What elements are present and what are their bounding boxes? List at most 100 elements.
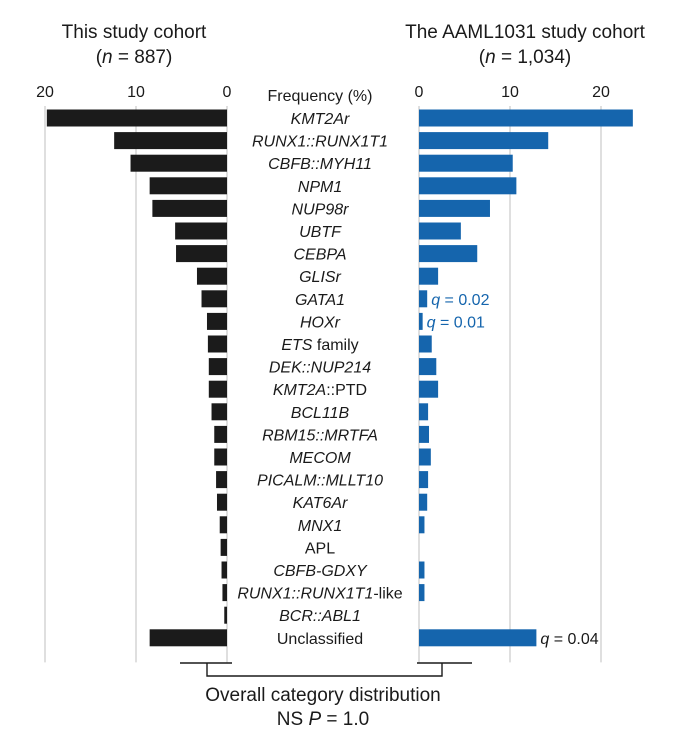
q-value-annotation: q = 0.04 [540, 631, 598, 648]
left-bar-ets-family [207, 335, 227, 353]
right-bar-nup98r [419, 199, 490, 217]
left-bar-kat6ar [216, 493, 227, 511]
right-panel-n-part: n [485, 47, 496, 68]
category-label-part: r [344, 111, 350, 128]
right-bar-mecom [419, 448, 431, 466]
category-label: KMT2Ar [291, 111, 350, 128]
right-bar-bcl11b [419, 403, 429, 421]
category-label-part: KMT2A [273, 382, 326, 399]
right-bar-cebpa [419, 245, 478, 263]
category-label-part: DEK::NUP214 [269, 360, 371, 377]
category-label: RBM15::MRTFA [262, 427, 378, 444]
category-label-part: CBFB-GDXY [273, 563, 368, 580]
right-panel-n-part: = 1,034) [496, 47, 572, 68]
category-label-part: KAT6Ar [293, 495, 349, 512]
left-bar-dek-nup214 [208, 358, 227, 376]
category-label-part: Unclassified [277, 631, 363, 648]
axis-label: Frequency (%) [268, 88, 373, 105]
right-tick-label: 10 [501, 84, 519, 101]
axis-ticks: 0 10 20 0 10 20 Frequency (%) [36, 84, 610, 105]
left-panel-n-part: n [102, 47, 113, 68]
left-bar-mnx1 [219, 516, 227, 534]
overall-p-value-part: = 1.0 [321, 709, 369, 730]
category-label: Unclassified [277, 631, 363, 648]
category-label-part: ETS [281, 337, 312, 354]
category-label: ETS family [281, 337, 358, 354]
q-value: = 0.04 [549, 631, 598, 648]
left-tick-label: 10 [127, 84, 145, 101]
overall-p-value-part: P [308, 709, 321, 730]
category-label-part: RBM15::MRTFA [262, 427, 378, 444]
right-bar-dek-nup214 [419, 358, 437, 376]
category-label: DEK::NUP214 [269, 360, 371, 377]
category-label: PICALM::MLLT10 [257, 473, 383, 490]
right-panel-title: The AAML1031 study cohort [405, 22, 645, 43]
left-bar-glisr [196, 267, 227, 285]
right-tick-label: 0 [415, 84, 424, 101]
overall-p-value: NS P = 1.0 [277, 709, 369, 730]
left-panel-n-part: ( [96, 47, 103, 68]
left-bar-rbm15-mrtfa [214, 425, 227, 443]
category-label-part: KMT2A [291, 111, 344, 128]
right-bar-hoxr [419, 312, 423, 330]
category-label: MECOM [289, 450, 351, 467]
right-panel-n-part: ( [479, 47, 486, 68]
q-value-annotation: q = 0.02 [431, 292, 489, 309]
right-bar-ubtf [419, 222, 461, 240]
category-label-part: HOXr [300, 314, 341, 331]
category-label-part: PICALM::MLLT10 [257, 473, 383, 490]
category-label-part: family [312, 337, 358, 354]
left-bar-nup98r [152, 199, 227, 217]
overall-distribution-label: Overall category distribution [205, 685, 441, 706]
category-label: CBFB-GDXY [273, 563, 368, 580]
category-label-part: GLISr [299, 269, 341, 286]
left-bar-kmt2a-ptd [208, 380, 227, 398]
category-label: MNX1 [298, 518, 342, 535]
category-label: KMT2A::PTD [273, 382, 367, 399]
category-label-part: APL [305, 540, 335, 557]
annotations: q = 0.02q = 0.01q = 0.04 [427, 292, 599, 648]
category-label: NPM1 [298, 179, 342, 196]
category-label-part: NUP98r [292, 201, 350, 218]
left-bar-runx1-runx1t1 [114, 132, 227, 150]
category-label-part: CEBPA [293, 247, 346, 264]
right-bar-ets-family [419, 335, 432, 353]
category-label-part: MNX1 [298, 518, 342, 535]
category-label: CBFB::MYH11 [268, 156, 372, 173]
q-symbol: q [540, 631, 549, 648]
category-label: GLISr [299, 269, 341, 286]
right-bar-kat6ar [419, 493, 428, 511]
panel-titles: This study cohort(n = 887)The AAML1031 s… [62, 22, 646, 68]
left-tick-label: 0 [223, 84, 232, 101]
left-bar-mecom [214, 448, 227, 466]
category-label-part: BCR::ABL1 [279, 608, 361, 625]
right-bar-cbfb-gdxy [419, 561, 425, 579]
category-label: RUNX1::RUNX1T1 [252, 134, 388, 151]
left-bar-apl [220, 538, 227, 556]
category-label: GATA1 [295, 292, 345, 309]
category-label-part: RUNX1::RUNX1T1 [252, 134, 388, 151]
left-bar-runx1-runx1t1-like [222, 584, 227, 602]
left-panel-title: This study cohort [62, 22, 207, 43]
right-bar-picalm-mllt10 [419, 471, 429, 489]
right-bar-glisr [419, 267, 439, 285]
category-label: CEBPA [293, 247, 346, 264]
right-panel-n: (n = 1,034) [479, 47, 571, 68]
q-symbol: q [427, 314, 436, 331]
category-label: KAT6Ar [293, 495, 349, 512]
bottom-bracket: Overall category distribution NS P = 1.0 [180, 662, 472, 730]
category-labels: KMT2ArRUNX1::RUNX1T1CBFB::MYH11NPM1NUP98… [237, 111, 402, 648]
left-bar-kmt2ar [46, 109, 227, 127]
right-bar-cbfb-myh11 [419, 154, 513, 172]
right-bar-npm1 [419, 177, 517, 195]
category-label: HOXr [300, 314, 341, 331]
q-value-annotation: q = 0.01 [427, 314, 485, 331]
category-label-part: MECOM [289, 450, 351, 467]
category-label-part: UBTF [299, 224, 342, 241]
right-bar-unclassified [419, 629, 537, 647]
left-bar-cbfb-myh11 [130, 154, 227, 172]
category-label-part: ::PTD [326, 382, 367, 399]
category-label: APL [305, 540, 335, 557]
left-bar-cebpa [176, 245, 227, 263]
q-value: = 0.02 [440, 292, 489, 309]
